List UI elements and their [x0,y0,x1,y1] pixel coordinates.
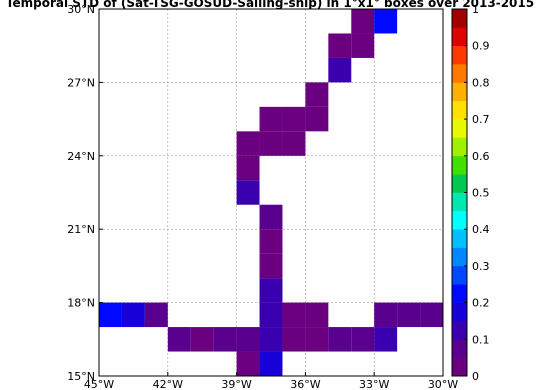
colorbar-tick-label: 0.5 [472,187,490,200]
colorbar-tick-label: 0 [472,370,479,383]
colorbar-tick-label: 1 [472,3,479,16]
colorbar-tick-label: 0.8 [472,76,490,89]
heatmap-cell [259,351,283,376]
heatmap-cell [144,302,168,328]
heatmap-cell [259,278,283,303]
colorbar-segment [452,119,467,138]
colorbar-segment [452,45,467,65]
chart-title: Temporal STD of (Sat-TSG-GOSUD-Sailing-s… [6,0,534,10]
colorbar-tick-label: 0.9 [472,40,490,53]
heatmap-cell [236,327,260,352]
heatmap-cell [351,33,375,58]
axis-ticks: 45°W 42°W 39°W 36°W 33°W 30°W 15°N 18°N 21°N 24°N… [67,3,458,390]
heatmap-cell [397,302,421,328]
y-tick-label: 27°N [67,76,95,89]
colorbar-segment [452,247,467,267]
colorbar-segment [452,339,467,358]
heatmap-cell [236,155,260,181]
heatmap-cell [259,229,283,254]
heatmap-cell [259,204,283,230]
heatmap-cell [167,327,191,352]
colorbar-segment [452,64,467,83]
colorbar-tick-label: 0.2 [472,297,490,310]
colorbar-segment [452,174,467,193]
y-tick-label: 18°N [67,297,95,310]
heatmap-cell [305,327,329,352]
heatmap-cell [259,131,283,156]
y-tick-label: 21°N [67,223,95,236]
heatmap-cell [236,180,260,205]
heatmap-cell [305,82,329,107]
heatmap-cell [190,327,214,352]
heatmap-cell [305,302,329,328]
colorbar-segment [452,82,467,102]
colorbar-segment [452,192,467,212]
heatmap-cell [374,9,398,34]
heatmap-cell [420,302,443,328]
heatmap-cell [259,327,283,352]
colorbar-segment [452,229,467,248]
heatmap-cell [328,33,352,58]
heatmap-cell [236,131,260,156]
x-tick-label: 45°W [84,378,114,390]
heatmap-cell [259,253,283,279]
heatmap-cell [213,327,237,352]
colorbar-segment [452,155,467,175]
heatmap-cell [351,327,375,352]
heatmap-cell [282,327,306,352]
heatmap-cell [328,57,352,83]
heatmap-cell [374,302,398,328]
colorbar-tick-label: 0.1 [472,333,490,346]
data-cells [99,9,443,376]
y-tick-label: 24°N [67,150,95,163]
heatmap-cell [328,327,352,352]
heatmap-cell [351,9,375,34]
colorbar-segment [452,284,467,303]
heatmap-cell [99,302,122,328]
heatmap-cell [282,131,306,156]
y-tick-label: 15°N [67,370,95,383]
x-tick-label: 30°W [428,378,458,390]
heatmap-cell [236,351,260,376]
colorbar-segment [452,137,467,157]
colorbar-segment [452,320,467,340]
colorbar-segment [452,100,467,120]
colorbar: 0 0.1 0.2 0.3 0.4 0.5 0.6 0.7 0.8 0.9 1 [451,3,490,383]
colorbar-segment [452,302,467,322]
heatmap-cell [259,302,283,328]
heatmap-cell [305,106,329,132]
x-tick-label: 36°W [290,378,320,390]
heatmap-cell [282,302,306,328]
heatmap-cell [374,327,398,352]
colorbar-tick-label: 0.4 [472,223,490,236]
colorbar-segment [452,210,467,230]
colorbar-segment [452,357,467,377]
colorbar-segment [452,265,467,285]
heatmap-cell [259,106,283,132]
heatmap-cell [121,302,145,328]
colorbar-tick-label: 0.7 [472,113,490,126]
x-tick-label: 39°W [221,378,251,390]
heatmap-cell [282,106,306,132]
x-tick-label: 33°W [359,378,389,390]
colorbar-segment [452,27,467,46]
plot-frame [98,8,444,377]
colorbar-tick-label: 0.3 [472,260,490,273]
colorbar-segment [452,9,467,28]
colorbar-tick-label: 0.6 [472,150,490,163]
y-tick-label: 30°N [67,3,95,16]
x-tick-label: 42°W [153,378,183,390]
